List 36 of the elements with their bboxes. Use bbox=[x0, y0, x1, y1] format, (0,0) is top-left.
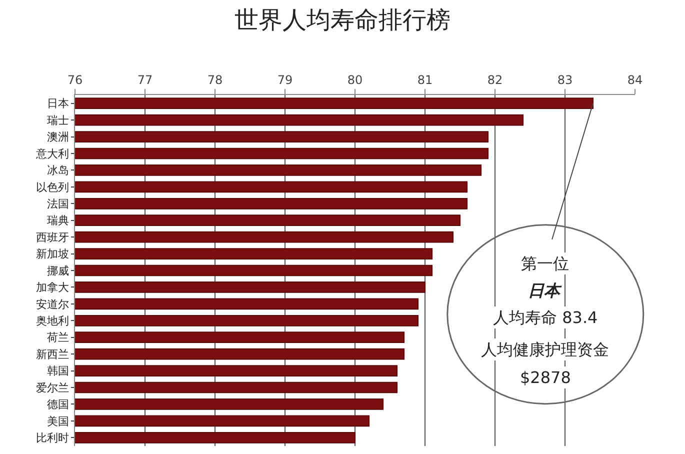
annotation: $2878 bbox=[520, 368, 571, 387]
y-tick-label: 韩国 bbox=[46, 364, 69, 378]
annotation: 人均寿命 83.4 bbox=[493, 308, 598, 327]
x-tick-label: 77 bbox=[137, 73, 153, 88]
y-tick-label: 瑞典 bbox=[46, 214, 69, 228]
x-tick-label: 83 bbox=[557, 73, 573, 88]
x-tick-label: 84 bbox=[627, 73, 643, 88]
y-tick-label: 瑞士 bbox=[46, 114, 69, 127]
y-tick-label: 意大利 bbox=[34, 147, 69, 160]
y-tick-label: 安道尔 bbox=[36, 298, 69, 311]
annotation: 日本 bbox=[528, 281, 562, 300]
y-tick-label: 比利时 bbox=[36, 431, 69, 444]
y-tick-label: 爱尔兰 bbox=[36, 381, 69, 394]
y-tick-label: 加拿大 bbox=[36, 281, 69, 294]
y-tick-label: 冰岛 bbox=[46, 164, 69, 178]
annotation: 人均健康护理资金 bbox=[481, 340, 609, 359]
y-tick-label: 挪威 bbox=[46, 264, 69, 278]
y-tick-label: 美国 bbox=[46, 414, 69, 428]
y-tick-label: 荷兰 bbox=[46, 331, 69, 344]
x-tick-label: 81 bbox=[417, 73, 433, 88]
y-tick-label: 新西兰 bbox=[36, 348, 69, 361]
x-tick-label: 79 bbox=[277, 73, 293, 88]
y-tick-label: 西班牙 bbox=[36, 230, 69, 244]
y-tick-label: 日本 bbox=[46, 97, 69, 110]
y-tick-label: 澳洲 bbox=[46, 130, 69, 144]
x-tick-label: 82 bbox=[487, 73, 503, 88]
x-tick-label: 78 bbox=[207, 73, 223, 88]
y-tick-label: 法国 bbox=[46, 197, 69, 210]
x-tick-label: 76 bbox=[67, 73, 83, 88]
y-tick-label: 新加坡 bbox=[36, 248, 69, 261]
y-tick-label: 奥地利 bbox=[36, 314, 69, 328]
y-tick-label: 以色列 bbox=[36, 180, 69, 194]
annotation: 第一位 bbox=[521, 254, 569, 273]
chart-title: 世界人均寿命排行榜 bbox=[234, 6, 450, 34]
x-tick-label: 80 bbox=[347, 73, 363, 88]
y-tick-label: 德国 bbox=[46, 398, 69, 412]
